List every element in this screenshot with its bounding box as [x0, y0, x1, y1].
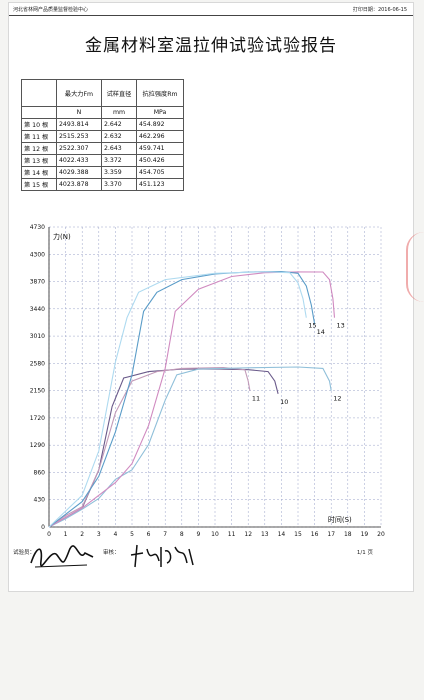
y-axis-label: 力(N) — [53, 232, 71, 241]
x-tick-label: 15 — [294, 531, 302, 538]
row-tensile-strength: 451.123 — [136, 178, 184, 191]
report-title: 金属材料室温拉伸试验试验报告 — [85, 36, 337, 56]
table-row: 第 15 根 4023.878 3.370 451.123 — [21, 178, 184, 191]
y-tick-label: 3010 — [30, 333, 45, 340]
row-label: 第 13 根 — [21, 154, 57, 167]
row-label: 第 11 根 — [21, 130, 57, 143]
series-label-10: 10 — [280, 398, 288, 406]
series-line-11 — [48, 366, 251, 528]
row-diameter: 3.370 — [101, 178, 137, 191]
units-corner-cell — [21, 106, 57, 119]
header-max-force: 最大力Fm — [56, 79, 102, 107]
row-tensile-strength: 450.426 — [136, 154, 184, 167]
red-seal-stamp — [406, 232, 424, 302]
x-tick-label: 12 — [244, 531, 252, 538]
series-line-12 — [48, 366, 332, 528]
table-row: 第 14 根 4029.388 3.359 454.705 — [21, 166, 184, 179]
x-tick-label: 2 — [80, 531, 84, 538]
row-tensile-strength: 462.296 — [136, 130, 184, 143]
row-tensile-strength: 459.741 — [136, 142, 184, 155]
x-tick-label: 14 — [278, 531, 286, 538]
y-tick-label: 0 — [41, 524, 45, 531]
x-tick-label: 11 — [228, 531, 236, 538]
y-tick-label: 860 — [34, 469, 46, 476]
force-time-chart: 0 1 2 3 4 5 6 7 8 9 10 11 12 13 14 15 16 17 18 19 2004308601… — [30, 224, 385, 538]
row-diameter: 3.372 — [101, 154, 137, 167]
x-tick-label: 5 — [130, 531, 134, 538]
reviewer-label: 审核： — [103, 550, 120, 556]
series-label-13: 13 — [337, 322, 345, 330]
issuing-organization: 河北省林网产品质量监督检验中心 — [13, 7, 89, 13]
unit-strength: MPa — [136, 106, 184, 119]
x-tick-label: 3 — [97, 531, 101, 538]
x-tick-label: 4 — [113, 531, 117, 538]
series-line-14 — [48, 270, 316, 528]
y-tick-label: 3440 — [30, 306, 45, 313]
row-label: 第 12 根 — [21, 142, 57, 155]
table-row: 第 10 根 2493.814 2.642 454.892 — [21, 118, 184, 131]
results-table: 最大力Fm 试样直径 抗拉强度Rm N mm MPa 第 10 根 2493.8… — [21, 79, 184, 191]
x-tick-label: 17 — [327, 531, 335, 538]
row-diameter: 2.643 — [101, 142, 137, 155]
x-tick-label: 13 — [261, 531, 269, 538]
row-diameter: 3.359 — [101, 166, 137, 179]
row-max-force: 4029.388 — [56, 166, 102, 179]
y-tick-label: 3870 — [30, 279, 45, 286]
tester-label: 试验员： — [13, 550, 36, 556]
header-tensile-strength: 抗拉强度Rm — [136, 79, 184, 107]
y-tick-label: 2580 — [30, 360, 45, 367]
page-number: 1/1 页 — [356, 550, 373, 556]
row-max-force: 2522.307 — [56, 142, 102, 155]
row-max-force: 4023.878 — [56, 178, 102, 191]
print-date: 打印日期：2016-06-15 — [352, 7, 407, 13]
row-max-force: 4022.433 — [56, 154, 102, 167]
series-line-13 — [48, 271, 336, 528]
row-diameter: 2.632 — [101, 130, 137, 143]
tester-signature — [30, 545, 94, 568]
x-axis-label: 时间(S) — [328, 515, 352, 524]
row-label: 第 15 根 — [21, 178, 57, 191]
reviewer-signature — [130, 544, 194, 568]
table-row: 第 11 根 2515.253 2.632 462.296 — [21, 130, 184, 143]
x-tick-label: 20 — [377, 531, 385, 538]
x-tick-label: 18 — [344, 531, 352, 538]
series-label-14: 14 — [317, 328, 325, 336]
x-tick-label: 1 — [64, 531, 68, 538]
y-tick-label: 1720 — [30, 415, 45, 422]
series-label-12: 12 — [333, 395, 341, 403]
unit-force: N — [56, 106, 102, 119]
y-tick-label: 2150 — [30, 388, 45, 395]
row-tensile-strength: 454.892 — [136, 118, 184, 131]
series-label-11: 11 — [252, 395, 260, 403]
report-sheet: 河北省林网产品质量监督检验中心 打印日期：2016-06-15 金属材料室温拉伸… — [8, 2, 414, 592]
y-tick-label: 4300 — [30, 251, 45, 258]
row-max-force: 2515.253 — [56, 130, 102, 143]
table-row: 第 13 根 4022.433 3.372 450.426 — [21, 154, 184, 167]
header-divider — [9, 15, 413, 16]
y-tick-label: 1290 — [30, 442, 45, 449]
row-label: 第 10 根 — [21, 118, 57, 131]
x-tick-label: 10 — [211, 531, 219, 538]
y-tick-label: 430 — [34, 497, 46, 504]
series-label-15: 15 — [308, 322, 316, 330]
table-header-row: 最大力Fm 试样直径 抗拉强度Rm — [21, 79, 184, 107]
series-line-15 — [48, 271, 307, 528]
x-tick-label: 6 — [147, 531, 151, 538]
table-row: 第 12 根 2522.307 2.643 459.741 — [21, 142, 184, 155]
row-tensile-strength: 454.705 — [136, 166, 184, 179]
x-tick-label: 19 — [361, 531, 369, 538]
header-diameter: 试样直径 — [101, 79, 137, 107]
x-tick-label: 0 — [47, 531, 51, 538]
x-tick-label: 9 — [196, 531, 200, 538]
table-units-row: N mm MPa — [21, 106, 184, 119]
row-label: 第 14 根 — [21, 166, 57, 179]
x-tick-label: 7 — [163, 531, 167, 538]
row-diameter: 2.642 — [101, 118, 137, 131]
y-tick-label: 4730 — [30, 224, 45, 231]
row-max-force: 2493.814 — [56, 118, 102, 131]
unit-diameter: mm — [101, 106, 137, 119]
x-tick-label: 16 — [311, 531, 319, 538]
table-corner-cell — [21, 79, 57, 107]
x-tick-label: 8 — [180, 531, 184, 538]
